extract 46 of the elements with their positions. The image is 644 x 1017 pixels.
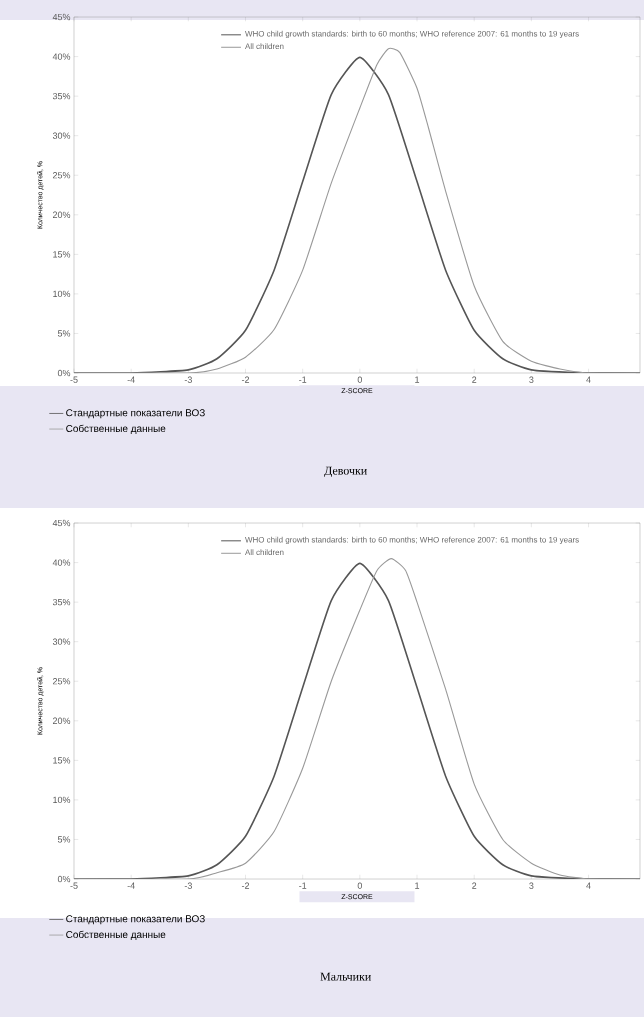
y-tick-label: 45% bbox=[52, 13, 71, 21]
y-tick-label: 5% bbox=[57, 330, 71, 337]
legend-label: Стандартные показатели ВОЗ bbox=[66, 409, 205, 419]
x-tick-label: 1 bbox=[415, 882, 420, 889]
x-tick-label: -1 bbox=[299, 376, 307, 383]
x-tick-label: -4 bbox=[127, 882, 135, 889]
x-tick-label: -2 bbox=[241, 376, 250, 383]
x-tick-label: -3 bbox=[184, 376, 192, 383]
y-tick-label: 35% bbox=[52, 92, 71, 100]
y-tick-label: 45% bbox=[52, 519, 71, 527]
x-tick-label: 1 bbox=[415, 376, 420, 383]
y-tick-label: 30% bbox=[52, 132, 71, 139]
x-tick-label: 0 bbox=[357, 882, 362, 889]
y-tick-label: 5% bbox=[57, 836, 71, 843]
x-tick-label: -4 bbox=[127, 376, 135, 383]
y-tick-label: 15% bbox=[53, 757, 71, 764]
y-tick-label: 35% bbox=[52, 598, 71, 606]
x-tick-label: -2 bbox=[241, 882, 250, 889]
y-tick-label: 40% bbox=[52, 559, 71, 566]
x-tick-label: 3 bbox=[529, 882, 534, 889]
y-tick-label: 25% bbox=[52, 678, 71, 685]
text: Девочки bbox=[324, 466, 367, 478]
x-tick-label: 3 bbox=[529, 376, 534, 383]
y-tick-label: 10% bbox=[53, 796, 71, 804]
x-tick-label: -5 bbox=[70, 882, 78, 889]
legend-label: Собственные данные bbox=[66, 424, 166, 434]
x-tick-label: 0 bbox=[357, 376, 362, 383]
x-tick-label: -1 bbox=[299, 882, 307, 889]
y-tick-label: 10% bbox=[53, 290, 71, 298]
x-tick-label: 4 bbox=[586, 882, 591, 889]
y-tick-label: 0% bbox=[57, 369, 71, 377]
text: Мальчики bbox=[320, 972, 371, 981]
y-tick-label: 20% bbox=[52, 717, 71, 724]
x-tick-label: 2 bbox=[472, 882, 477, 889]
y-tick-label: 25% bbox=[52, 172, 71, 179]
x-tick-label: -3 bbox=[184, 882, 192, 889]
legend-label: Собственные данные bbox=[66, 930, 166, 940]
y-tick-label: 20% bbox=[52, 211, 71, 218]
x-tick-label: 4 bbox=[586, 376, 591, 383]
y-tick-label: 30% bbox=[52, 638, 71, 645]
y-tick-label: 15% bbox=[53, 251, 71, 258]
legend-label: Стандартные показатели ВОЗ bbox=[66, 915, 205, 925]
y-tick-label: 40% bbox=[52, 53, 71, 60]
x-tick-label: -5 bbox=[70, 376, 78, 383]
y-tick-label: 0% bbox=[57, 875, 71, 883]
x-tick-label: 2 bbox=[472, 376, 477, 383]
